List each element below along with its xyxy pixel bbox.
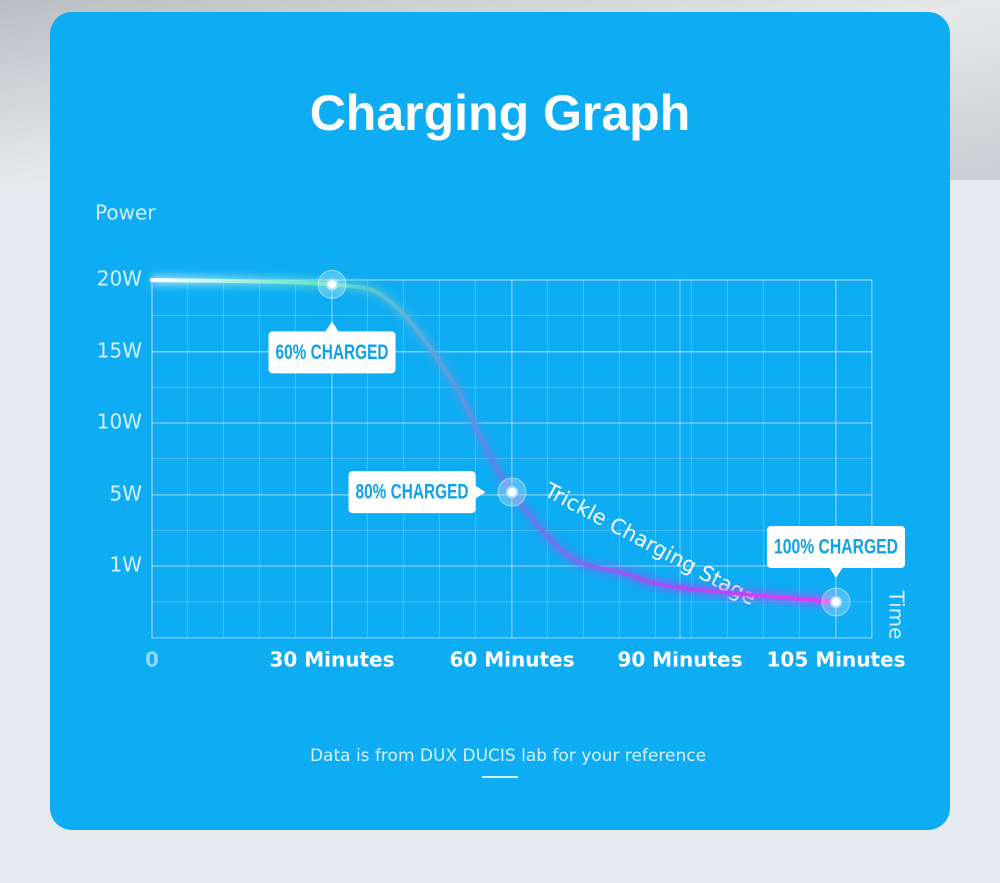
annotation-box xyxy=(348,471,476,514)
x-tick-label: 60 Minutes xyxy=(449,648,574,672)
annotation-marker xyxy=(326,278,338,291)
footnote: Data is from DUX DUCIS lab for your refe… xyxy=(310,746,706,766)
y-tick-label: 10W xyxy=(97,410,142,434)
x-axis-label: Time xyxy=(885,590,909,640)
y-tick-label: 1W xyxy=(110,553,143,577)
x-tick-label: 30 Minutes xyxy=(269,648,394,672)
y-tick-label: 20W xyxy=(97,267,142,291)
annotation-marker xyxy=(830,596,842,608)
annotation-pointer xyxy=(829,567,843,578)
annotation-box xyxy=(767,526,905,568)
annotation-label: 80% CHARGED xyxy=(356,481,469,504)
x-tick-label: 105 Minutes xyxy=(767,648,906,672)
chart-title: Charging Graph xyxy=(310,85,691,141)
y-tick-label: 15W xyxy=(97,339,142,363)
x-tick-label: 90 Minutes xyxy=(617,648,742,672)
x-tick-label: 0 xyxy=(145,648,159,672)
annotation-label: 60% CHARGED xyxy=(276,341,389,364)
y-tick-label: 5W xyxy=(110,482,143,506)
annotation-box xyxy=(268,331,396,374)
annotation-marker xyxy=(506,486,518,499)
annotation-label: 100% CHARGED xyxy=(774,536,898,559)
y-axis-label: Power xyxy=(95,201,156,225)
annotation-pointer xyxy=(325,321,339,333)
annotation-pointer xyxy=(474,485,486,500)
series-line xyxy=(150,278,838,604)
